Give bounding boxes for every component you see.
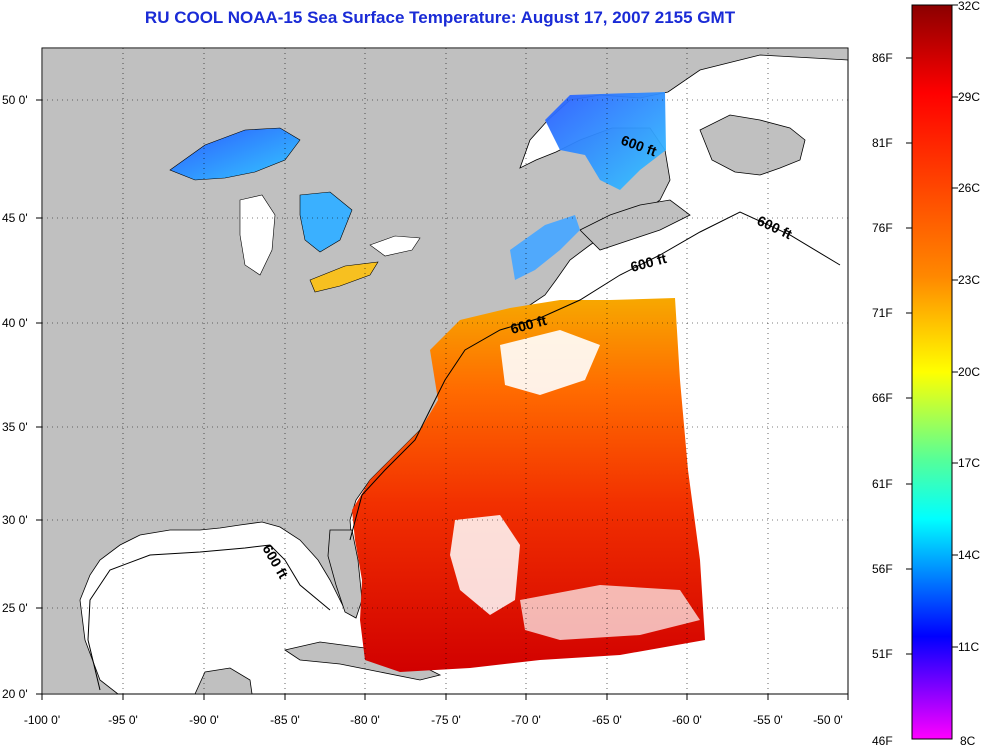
colorbar-c-label: 20C — [958, 365, 980, 379]
sst-swath-atlantic — [352, 298, 705, 672]
lon-label: -95 0' — [108, 713, 138, 727]
colorbar-f-label: 71F — [872, 306, 893, 320]
lon-label: -65 0' — [592, 713, 622, 727]
lat-label: 25 0' — [2, 601, 28, 615]
lon-label: -70 0' — [511, 713, 541, 727]
lat-label: 20 0' — [2, 687, 28, 701]
colorbar-f-label: 81F — [872, 136, 893, 150]
colorbar-scale — [911, 4, 953, 740]
land-florida — [327, 529, 363, 619]
lon-label: -60 0' — [672, 713, 702, 727]
colorbar-f-label: 51F — [872, 647, 893, 661]
colorbar-f-label: 76F — [872, 221, 893, 235]
colorbar-c-label: 14C — [958, 548, 980, 562]
sst-gulf-st-lawrence — [545, 92, 666, 190]
lake-superior — [169, 127, 301, 181]
lon-label: -75 0' — [431, 713, 461, 727]
colorbar-ticks — [906, 4, 958, 655]
cloud-area-3 — [520, 585, 700, 640]
lon-label: -90 0' — [189, 713, 219, 727]
lake-michigan — [239, 194, 276, 276]
land-nova-scotia — [579, 199, 691, 251]
colorbar-c-label: 8C — [960, 734, 976, 748]
colorbar-c-label: 29C — [958, 90, 980, 104]
lake-erie — [309, 261, 379, 293]
colorbar-c-label: 32C — [958, 0, 980, 13]
land-newfoundland — [699, 114, 806, 176]
lat-label: 40 0' — [2, 316, 28, 330]
lat-label: 35 0' — [2, 420, 28, 434]
lat-label: 50 0' — [2, 93, 28, 107]
isobath-600ft — [87, 211, 841, 691]
lon-label: -55 0' — [753, 713, 783, 727]
sst-gulf-of-maine — [510, 215, 580, 280]
lake-ontario — [369, 235, 421, 257]
land-yucatan — [194, 667, 253, 695]
colorbar-f-label: 46F — [872, 734, 893, 748]
cloud-area-2 — [450, 515, 520, 615]
colorbar-c-label: 17C — [958, 456, 980, 470]
colorbar-f-label: 56F — [872, 562, 893, 576]
lon-label: -50 0' — [813, 713, 843, 727]
colorbar-c-label: 11C — [958, 640, 979, 654]
colorbar-f-label: 86F — [872, 51, 893, 65]
axis-ticks — [36, 99, 849, 700]
cloud-area-1 — [500, 330, 600, 395]
colorbar-c-label: 26C — [958, 181, 980, 195]
lat-label: 45 0' — [2, 211, 28, 225]
lon-label: -80 0' — [350, 713, 380, 727]
map-title: RU COOL NOAA-15 Sea Surface Temperature:… — [144, 8, 736, 27]
lake-huron — [299, 191, 353, 253]
lat-label: 30 0' — [2, 513, 28, 527]
colorbar-f-label: 66F — [872, 391, 893, 405]
colorbar-c-label: 23C — [958, 273, 980, 287]
lon-label: -85 0' — [270, 713, 300, 727]
lon-label: -100 0' — [24, 713, 60, 727]
colorbar-f-label: 61F — [872, 477, 893, 491]
